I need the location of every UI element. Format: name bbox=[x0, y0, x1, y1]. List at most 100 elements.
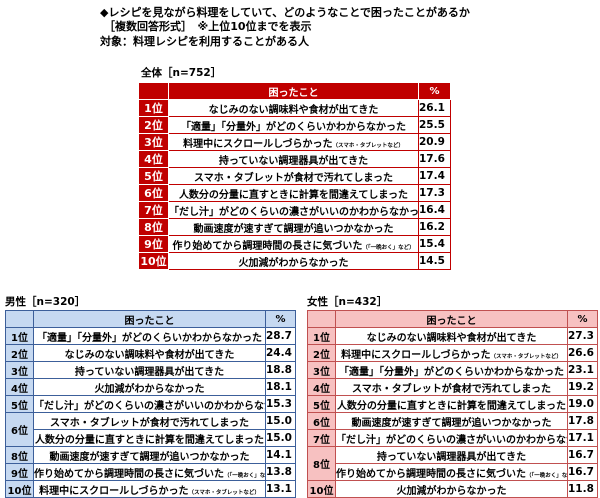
item-text: 「だし汁」がどのくらいの濃さがいいのかわからなかった bbox=[34, 400, 265, 412]
rank-cell: 3位 bbox=[5, 361, 34, 379]
rank-cell: 1位 bbox=[5, 327, 34, 345]
item-text: 持っていない調理器具が出てきた bbox=[74, 366, 225, 378]
table-row: 8位 持っていない調理器具が出てきた 16.7 bbox=[307, 446, 598, 481]
table-row: 5位 スマホ・タブレットが食材で汚れてしまった 17.4 bbox=[138, 167, 451, 185]
item-cell: 料理中にスクロールしづらかった（スマホ・タブレットなど） bbox=[335, 344, 568, 362]
rank-cell: 10位 bbox=[307, 480, 336, 498]
pct-cell: 26.1 bbox=[418, 99, 451, 117]
table-row: 1位 「適量」「分量外」がどのくらいかわからなかった 28.7 bbox=[5, 327, 296, 345]
item-cell: 人数分の分量に直すときに計算を間違えてしまった bbox=[168, 184, 419, 202]
header-row: 困ったこと% bbox=[307, 310, 598, 328]
question-title: ◆レシピを見ながら料理をしていて、どのようなことで困ったことがあるか bbox=[100, 6, 470, 19]
pct-cell: 14.1 bbox=[265, 446, 296, 464]
table-title-male: 男性［n=320］ bbox=[5, 296, 86, 308]
item-cell: 「適量」「分量外」がどのくらいかわからなかった bbox=[33, 327, 266, 345]
item-text: 人数分の分量に直すときに計算を間違えてしまった bbox=[336, 400, 567, 412]
item-text: 料理中にスクロールしづらかった bbox=[39, 485, 189, 497]
rank-cell: 8位 bbox=[138, 218, 169, 236]
table-row: 10位 火加減がわからなかった 14.5 bbox=[138, 252, 451, 270]
pct-cell: 27.3 bbox=[567, 327, 598, 345]
pct-cell: 15.0 bbox=[265, 412, 296, 430]
item-cell: 作り始めてから調理時間の長さに気づいた（「一晩おく」など） bbox=[335, 463, 568, 481]
item-text: 火加減がわからなかった bbox=[238, 257, 349, 269]
table-row: 7位 「だし汁」がどのくらいの濃さがいいのかわからなかった 16.4 bbox=[138, 201, 451, 219]
rank-cell: 3位 bbox=[138, 133, 169, 151]
pct-cell: 17.4 bbox=[418, 167, 451, 185]
item-cell: 火加減がわからなかった bbox=[168, 252, 419, 270]
pct-cell: 20.9 bbox=[418, 133, 451, 151]
header-row: 困ったこと% bbox=[138, 82, 451, 100]
rank-header bbox=[5, 310, 34, 328]
rank-cell: 6位 bbox=[138, 184, 169, 202]
item-text: スマホ・タブレットが食材で汚れてしまった bbox=[194, 172, 393, 184]
rank-cell: 5位 bbox=[138, 167, 169, 185]
rank-header bbox=[138, 82, 169, 100]
item-cell: 料理中にスクロールしづらかった（スマホ・タブレットなど） bbox=[168, 133, 419, 151]
item-cell: 人数分の分量に直すときに計算を間違えてしまった bbox=[335, 395, 568, 413]
table-row: 9位 作り始めてから調理時間の長さに気づいた（「一晩おく」など） 15.4 bbox=[138, 235, 451, 253]
table-row: 6位 動画速度が速すぎて調理が追いつかなかった 17.8 bbox=[307, 412, 598, 430]
pct-header: % bbox=[265, 310, 296, 328]
table-row: 1位 なじみのない調味料や食材が出てきた 26.1 bbox=[138, 99, 451, 117]
table-row: 4位 スマホ・タブレットが食材で汚れてしまった 19.2 bbox=[307, 378, 598, 396]
item-cell: 料理中にスクロールしづらかった（スマホ・タブレットなど） bbox=[33, 480, 266, 498]
item-cell: 持っていない調理器具が出てきた bbox=[335, 446, 568, 464]
table-row: 4位 火加減がわからなかった 18.1 bbox=[5, 378, 296, 396]
item-text: スマホ・タブレットが食材で汚れてしまった bbox=[352, 383, 551, 395]
table-all: 困ったこと% 1位 なじみのない調味料や食材が出てきた 26.1 2位 「適量」「分量外」… bbox=[138, 82, 451, 270]
table-row: 2位 なじみのない調味料や食材が出てきた 24.4 bbox=[5, 344, 296, 362]
table-row: 3位 料理中にスクロールしづらかった（スマホ・タブレットなど） 20.9 bbox=[138, 133, 451, 151]
item-text: 火加減がわからなかった bbox=[94, 383, 205, 395]
pct-cell: 17.1 bbox=[567, 429, 598, 447]
pct-header: % bbox=[567, 310, 598, 328]
item-cell: 持っていない調理器具が出てきた bbox=[33, 361, 266, 379]
item-cell: スマホ・タブレットが食材で汚れてしまった bbox=[168, 167, 419, 185]
item-cell: スマホ・タブレットが食材で汚れてしまった bbox=[33, 412, 266, 430]
table-row: 5位 人数分の分量に直すときに計算を間違えてしまった 19.0 bbox=[307, 395, 598, 413]
item-note: （「一晩おく」など） bbox=[224, 472, 266, 479]
pct-cell: 17.3 bbox=[418, 184, 451, 202]
rank-cell: 1位 bbox=[307, 327, 336, 345]
question-format: ［複数回答形式］ ※上位10位までを表示 bbox=[104, 20, 312, 33]
rank-cell: 7位 bbox=[307, 429, 336, 447]
rank-cell: 4位 bbox=[5, 378, 34, 396]
rank-header bbox=[307, 310, 336, 328]
item-cell: 動画速度が速すぎて調理が追いつかなかった bbox=[33, 446, 266, 464]
item-cell: なじみのない調味料や食材が出てきた bbox=[33, 344, 266, 362]
table-row: 8位 動画速度が速すぎて調理が追いつかなかった 16.2 bbox=[138, 218, 451, 236]
pct-cell: 24.4 bbox=[265, 344, 296, 362]
item-cell: 「適量」「分量外」がどのくらいかわからなかった bbox=[335, 361, 568, 379]
item-cell: 人数分の分量に直すときに計算を間違えてしまった bbox=[33, 429, 266, 447]
pct-cell: 18.1 bbox=[265, 378, 296, 396]
item-text: なじみのない調味料や食材が出てきた bbox=[366, 332, 537, 344]
item-text: スマホ・タブレットが食材で汚れてしまった bbox=[50, 417, 249, 429]
item-text: 持っていない調理器具が出てきた bbox=[218, 155, 369, 167]
rank-cell: 5位 bbox=[307, 395, 336, 413]
item-note: （「一晩おく」など） bbox=[526, 472, 568, 479]
pct-cell: 16.7 bbox=[567, 446, 598, 464]
rank-cell: 4位 bbox=[307, 378, 336, 396]
item-cell: なじみのない調味料や食材が出てきた bbox=[335, 327, 568, 345]
table-row: 作り始めてから調理時間の長さに気づいた（「一晩おく」など）16.7 bbox=[308, 463, 598, 481]
table-row: 1位 なじみのない調味料や食材が出てきた 27.3 bbox=[307, 327, 598, 345]
table-row: 人数分の分量に直すときに計算を間違えてしまった 15.0 bbox=[6, 429, 296, 447]
item-text: 「適量」「分量外」がどのくらいかわからなかった bbox=[181, 121, 406, 133]
pct-cell: 14.5 bbox=[418, 252, 451, 270]
table-row: 4位 持っていない調理器具が出てきた 17.6 bbox=[138, 150, 451, 168]
rank-cell: 6位 bbox=[5, 412, 34, 447]
item-note: （「一晩おく」など） bbox=[362, 244, 415, 251]
item-text: 料理中にスクロールしづらかった bbox=[183, 138, 333, 150]
item-cell: 火加減がわからなかった bbox=[335, 480, 568, 498]
item-text: 作り始めてから調理時間の長さに気づいた bbox=[172, 240, 363, 252]
table-row: 6位 スマホ・タブレットが食材で汚れてしまった 15.0 bbox=[5, 412, 296, 447]
rank-cell: 7位 bbox=[138, 201, 169, 219]
item-cell: 動画速度が速すぎて調理が追いつかなかった bbox=[335, 412, 568, 430]
table-row: 6位 人数分の分量に直すときに計算を間違えてしまった 17.3 bbox=[138, 184, 451, 202]
item-text: 動画速度が速すぎて調理が追いつかなかった bbox=[193, 223, 394, 235]
table-row: 2位 「適量」「分量外」がどのくらいかわからなかった 25.5 bbox=[138, 116, 451, 134]
item-note: （スマホ・タブレットなど） bbox=[332, 142, 404, 149]
pct-cell: 16.2 bbox=[418, 218, 451, 236]
pct-cell: 26.6 bbox=[567, 344, 598, 362]
pct-cell: 28.7 bbox=[265, 327, 296, 345]
